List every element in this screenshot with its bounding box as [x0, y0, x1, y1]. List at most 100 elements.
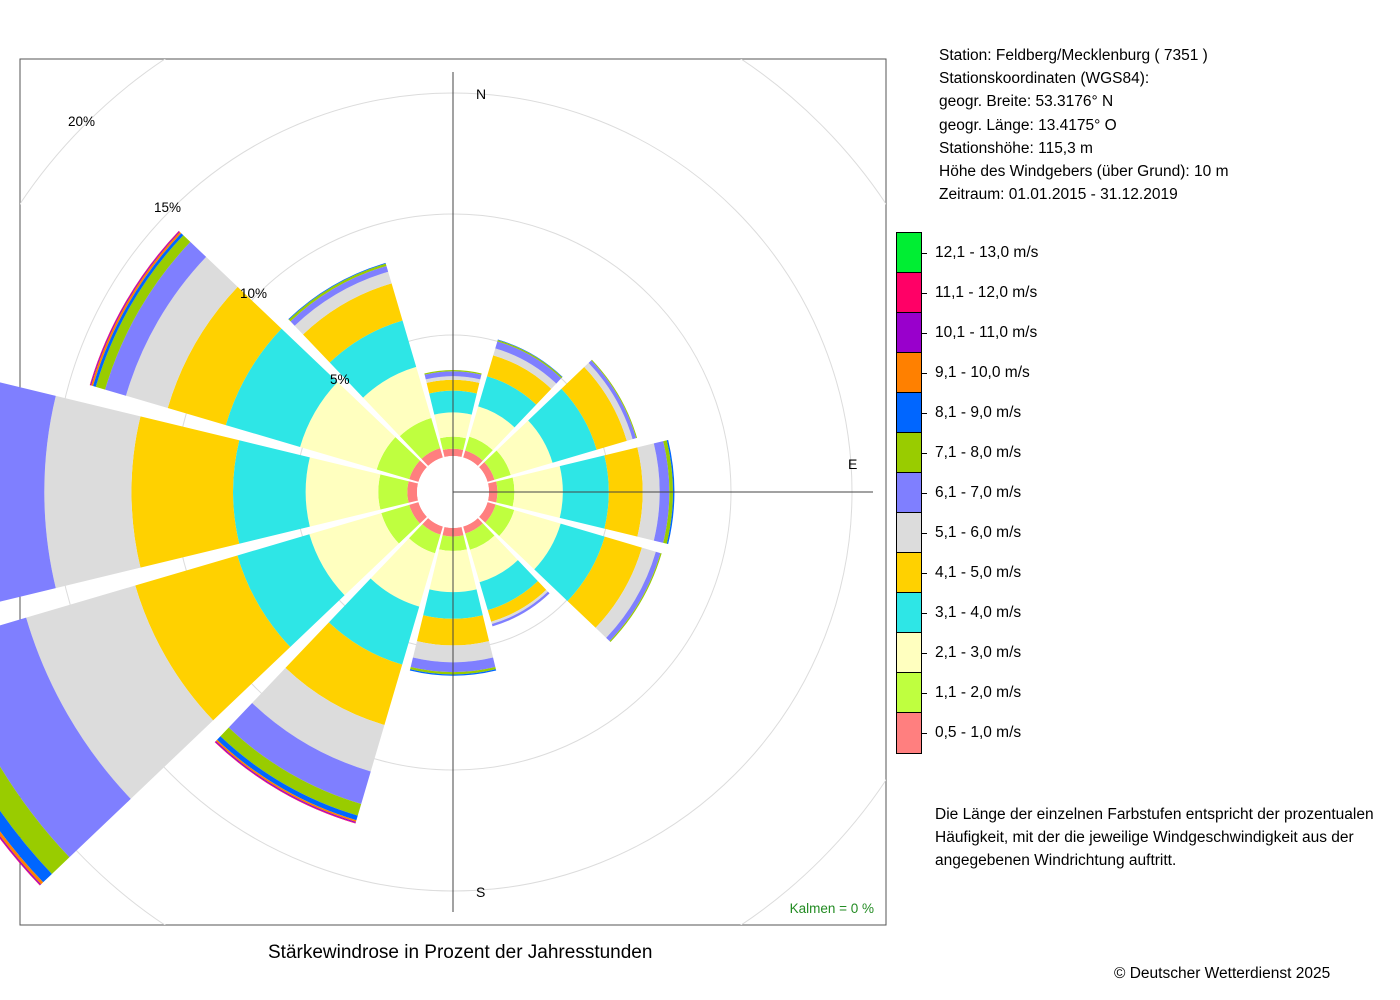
legend-swatch: [897, 553, 921, 593]
legend-swatch: [897, 713, 921, 753]
sector-band: [561, 367, 627, 450]
ring-label: 15%: [154, 200, 181, 215]
legend-label: 12,1 - 13,0 m/s: [935, 244, 1039, 261]
station-line: Station: Feldberg/Mecklenburg ( 7351 ): [939, 47, 1208, 64]
sector-band: [328, 578, 420, 665]
sector-band: [595, 547, 656, 638]
compass-label-e: E: [848, 456, 857, 472]
compass-label-s: S: [476, 884, 485, 900]
sector-band: [491, 589, 548, 625]
sector-band: [300, 382, 396, 470]
sector-300: [89, 230, 427, 482]
station-line: Stationskoordinaten (WGS84):: [939, 70, 1150, 88]
station-line: Höhe des Windgebers (über Grund): 10 m: [939, 163, 1229, 181]
sector-band: [465, 436, 493, 461]
sector-band: [407, 481, 419, 503]
legend-label: 11,1 - 12,0 m/s: [935, 284, 1038, 301]
station-line: Zeitraum: 01.01.2015 - 31.12.2019: [939, 186, 1178, 204]
sector-band: [305, 457, 381, 527]
sector-band: [370, 538, 435, 607]
legend-tick: [921, 373, 927, 374]
sector-band: [478, 376, 537, 428]
sector-band: [479, 560, 538, 611]
sector-band: [135, 555, 291, 721]
legend-swatch: [897, 473, 921, 513]
sector-band: [0, 382, 56, 602]
sector-band: [26, 585, 214, 799]
legend-label: 0,5 - 1,0 m/s: [935, 724, 1022, 741]
legend-tick: [921, 733, 927, 734]
compass-axes: [452, 72, 873, 912]
note-line: angegebenen Windrichtung auftritt.: [935, 852, 1177, 870]
legend-swatch: [897, 593, 921, 633]
sector-band: [465, 523, 495, 550]
sector-band: [469, 535, 518, 583]
sector-band: [479, 462, 495, 482]
legend-swatch: [897, 273, 921, 313]
copyright: © Deutscher Wetterdienst 2025: [1114, 965, 1331, 982]
sector-band: [225, 328, 338, 447]
sector-150: [463, 518, 550, 627]
sector-band: [95, 235, 191, 390]
note-line: Häufigkeit, mit der die jeweilige Windge…: [935, 829, 1354, 847]
sector-band: [499, 510, 561, 570]
sector-band: [285, 622, 403, 726]
sector-band: [496, 420, 553, 476]
station-line: geogr. Länge: 13.4175° O: [939, 116, 1117, 134]
wind-sectors: [0, 230, 675, 886]
legend-label: 1,1 - 2,0 m/s: [935, 684, 1022, 701]
sector-band: [606, 551, 661, 642]
legend-label: 3,1 - 4,0 m/s: [935, 604, 1022, 621]
sector-270: [0, 382, 419, 602]
sector-band: [479, 502, 496, 523]
sector-120: [479, 502, 662, 642]
sector-band: [125, 256, 238, 409]
legend-tick: [921, 693, 927, 694]
sector-band: [290, 265, 389, 326]
sector-band: [487, 581, 547, 622]
sector-band: [495, 341, 562, 384]
sector-band: [381, 504, 420, 544]
sector-band: [463, 450, 483, 466]
legend-tick: [921, 253, 927, 254]
legend-tick: [921, 533, 927, 534]
sector-band: [567, 536, 642, 628]
sector-band: [309, 513, 399, 596]
sector-band: [0, 766, 70, 874]
sector-band: [0, 617, 131, 858]
legend-tick: [921, 453, 927, 454]
legend-swatch: [897, 393, 921, 433]
ring-label: 20%: [68, 114, 95, 129]
legend-tick: [921, 613, 927, 614]
legend-tick: [921, 573, 927, 574]
sector-band: [237, 534, 345, 647]
compass-label-n: N: [476, 86, 486, 102]
sector-band: [424, 370, 482, 375]
sector-band: [588, 360, 637, 440]
sector-band: [217, 736, 358, 821]
sector-band: [485, 504, 515, 537]
sector-band: [303, 283, 403, 363]
sector-band: [484, 450, 511, 480]
sector-band: [528, 388, 597, 463]
sector-band: [0, 836, 42, 886]
legend-swatch: [897, 633, 921, 673]
legend-tick: [921, 653, 927, 654]
calm-label: Kalmen = 0 %: [790, 901, 874, 916]
legend-label: 2,1 - 3,0 m/s: [935, 644, 1022, 661]
sector-band: [220, 727, 362, 816]
sector-band: [233, 440, 310, 544]
sector-240: [0, 502, 427, 886]
legend-swatch: [897, 353, 921, 393]
legend-tick: [921, 293, 927, 294]
station-info: Station: Feldberg/Mecklenburg ( 7351 ) S…: [939, 44, 1228, 206]
legend-label: 10,1 - 11,0 m/s: [935, 324, 1038, 341]
sector-band: [294, 271, 392, 335]
speed-legend: [896, 232, 922, 754]
sector-band: [376, 437, 420, 480]
sector-band: [421, 448, 443, 466]
radial-tick-labels: 5% 10% 15% 20%: [68, 114, 350, 387]
sector-band: [408, 524, 441, 554]
explanation-note: Die Länge der einzelnen Farbstufen entsp…: [935, 803, 1395, 873]
